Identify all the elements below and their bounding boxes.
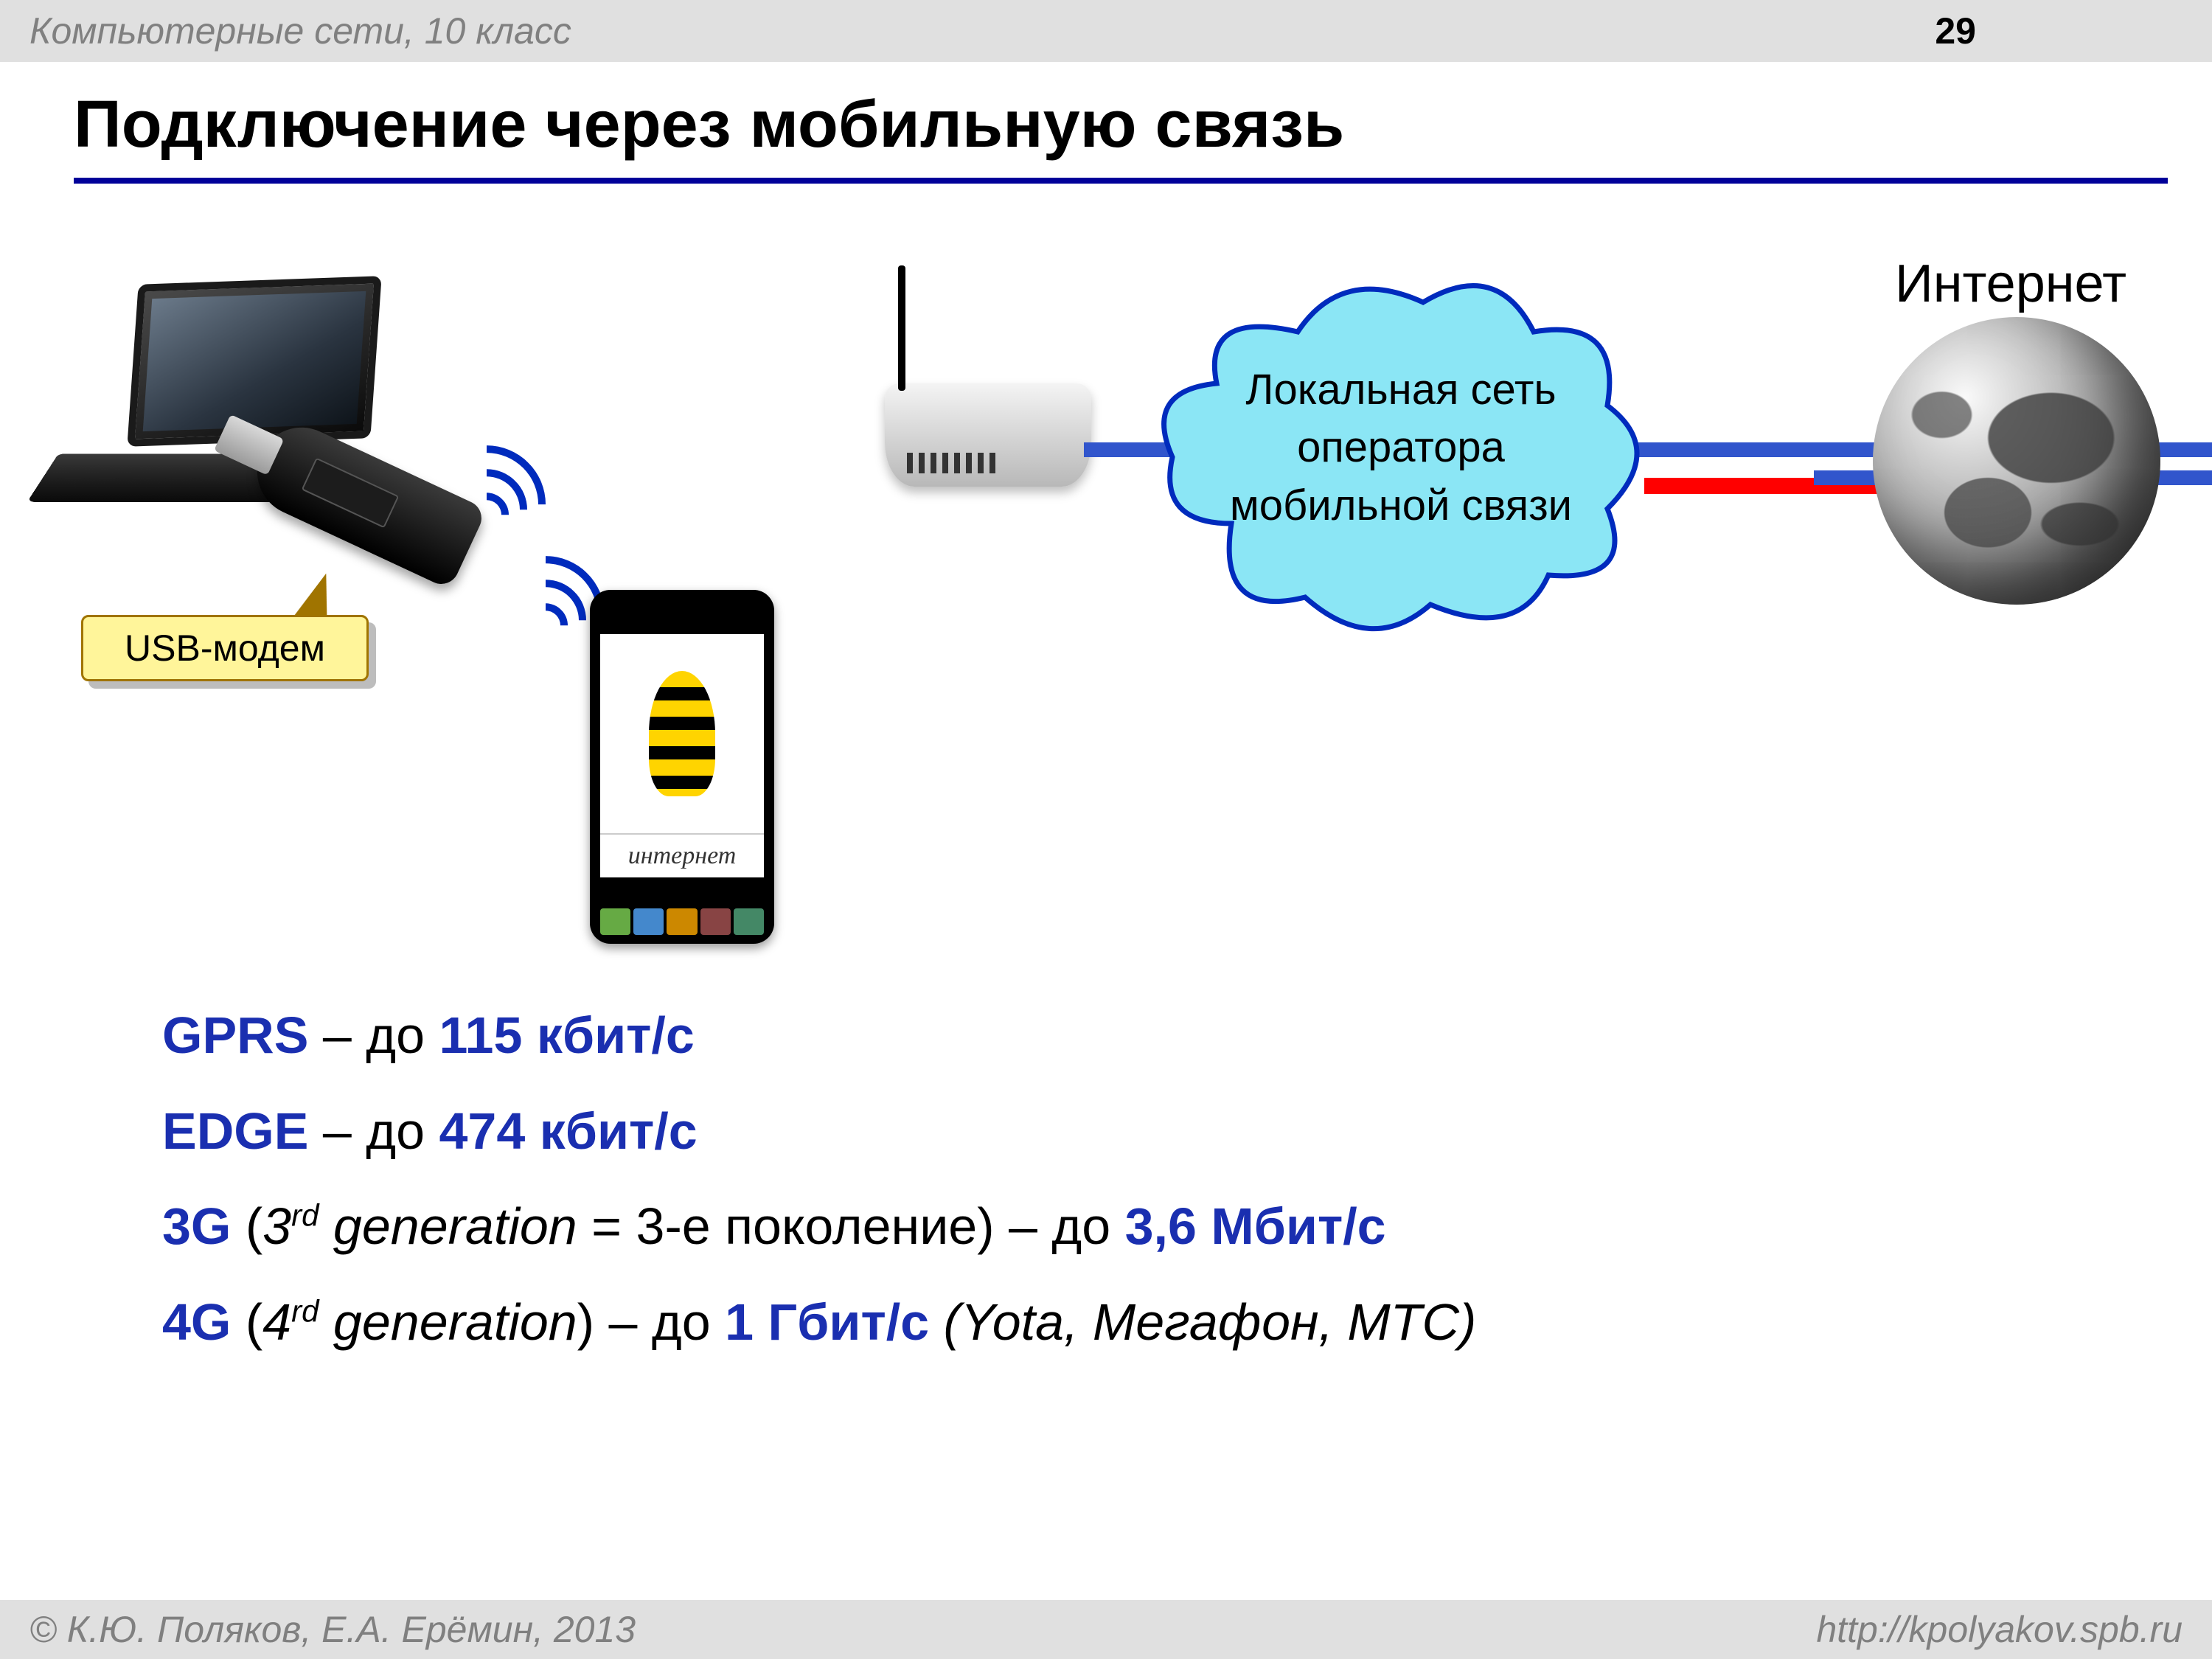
speed-row-3g: 3G (3rd generation = 3-е поколение) – до… (162, 1179, 2138, 1275)
title-underline (74, 178, 2168, 184)
page-number: 29 (1935, 10, 1976, 52)
slide-title: Подключение через мобильную связь (74, 87, 2168, 173)
speeds-list: GPRS – до 115 кбит/с EDGE – до 474 кбит/… (162, 988, 2138, 1370)
header-bar: Компьютерные сети, 10 класс 29 (0, 0, 2212, 62)
internet-label: Интернет (1895, 254, 2126, 314)
speed-row-edge: EDGE – до 474 кбит/с (162, 1084, 2138, 1180)
globe-icon (1873, 317, 2160, 605)
title-wrap: Подключение через мобильную связь (74, 87, 2168, 184)
phone-screen-caption: интернет (600, 833, 764, 877)
footer-url: http://kpolyakov.spb.ru (1816, 1608, 2183, 1651)
speed-row-gprs: GPRS – до 115 кбит/с (162, 988, 2138, 1084)
network-diagram: USB-модем интернет Локальная сеть операт… (0, 229, 2212, 966)
cloud-label: Локальная сеть оператора мобильной связи (1194, 361, 1607, 535)
router-icon (885, 383, 1091, 487)
smartphone-icon: интернет (590, 590, 774, 944)
copyright: © К.Ю. Поляков, Е.А. Ерёмин, 2013 (29, 1608, 636, 1651)
usb-modem-callout: USB-модем (81, 615, 369, 681)
operator-cloud: Локальная сеть оператора мобильной связи (1150, 265, 1652, 649)
course-title: Компьютерные сети, 10 класс (29, 10, 571, 52)
footer-bar: © К.Ю. Поляков, Е.А. Ерёмин, 2013 http:/… (0, 1600, 2212, 1659)
speed-row-4g: 4G (4rd generation) – до 1 Гбит/с (Yota,… (162, 1275, 2138, 1371)
